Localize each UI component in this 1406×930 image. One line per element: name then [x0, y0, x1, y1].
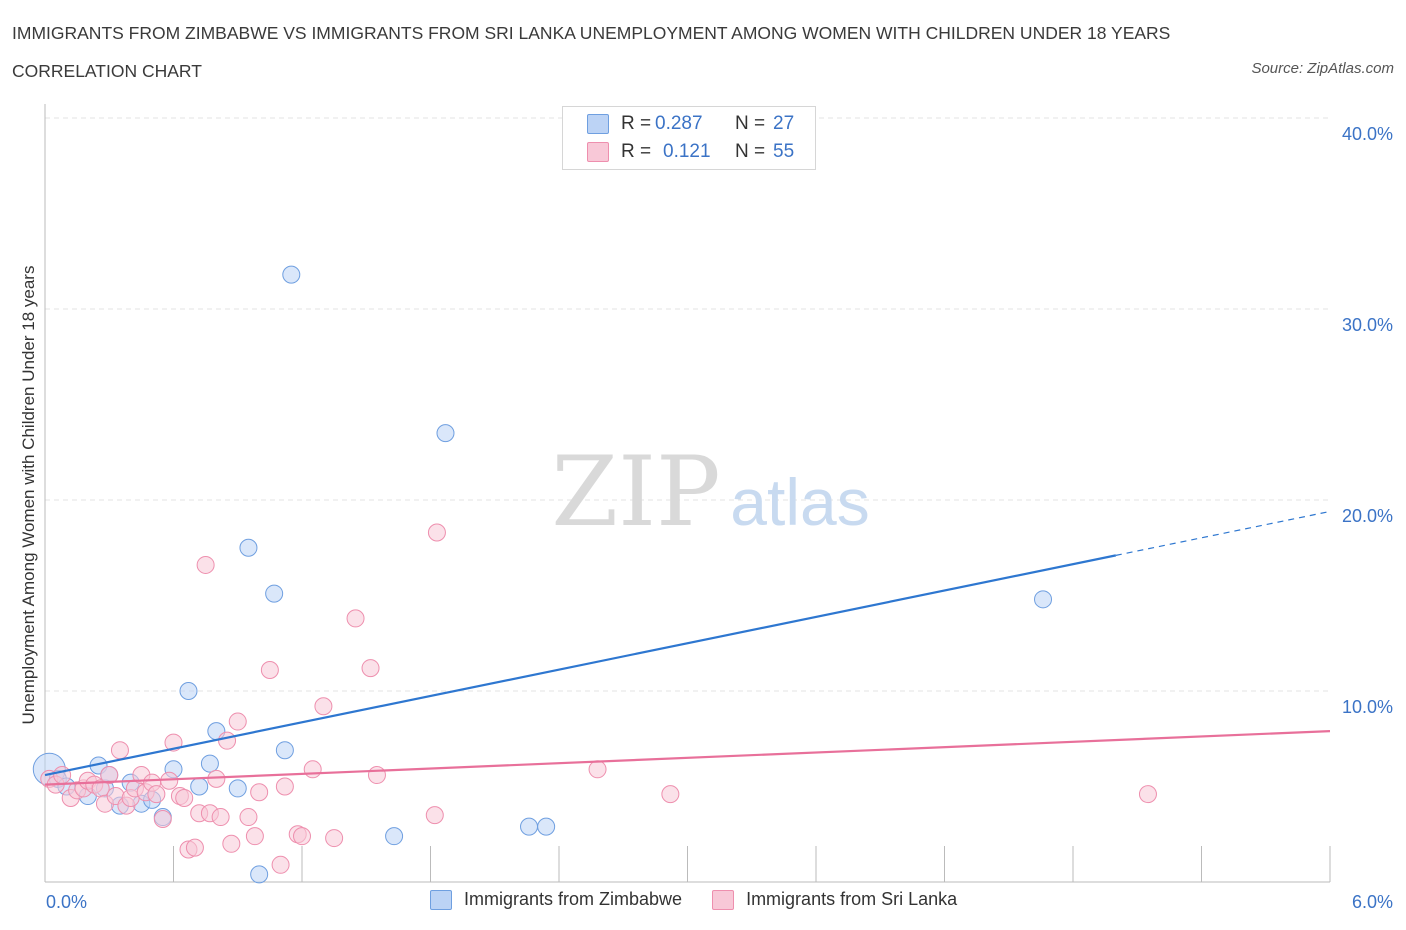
- zimbabwe-point: [282, 265, 301, 284]
- sri-lanka-point: [100, 766, 119, 785]
- zimbabwe-trend-extension: [1115, 510, 1331, 556]
- n-label: N =: [735, 141, 766, 162]
- sri-lanka-point: [293, 827, 311, 846]
- y-tick-label: 10.0%: [1342, 697, 1393, 717]
- zimbabwe-point: [385, 827, 404, 846]
- chart-title: IMMIGRANTS FROM ZIMBABWE VS IMMIGRANTS F…: [12, 23, 1171, 81]
- zimbabwe-point: [537, 817, 556, 836]
- zimbabwe-point: [179, 682, 198, 700]
- sri-lanka-point: [218, 731, 237, 750]
- zimbabwe-swatch: [430, 889, 452, 910]
- sri-lanka-point: [427, 523, 446, 542]
- legend-row-zimbabwe: R = 0.287 N = 27: [587, 111, 794, 137]
- r-value-zimbabwe: 0.287: [655, 113, 703, 134]
- sri-lanka-trend-line: [44, 730, 1331, 786]
- sri-lanka-point: [160, 771, 179, 790]
- zimbabwe-point: [1034, 590, 1053, 609]
- grid-lines: [45, 117, 1330, 692]
- sri-lanka-point: [207, 769, 226, 788]
- axis-labels: 10.0% 20.0% 30.0% 40.0% 0.0% 6.0% Unemployment…: [19, 124, 1393, 912]
- sri-lanka-point: [110, 741, 129, 760]
- sri-lanka-point: [175, 788, 194, 807]
- sri-lanka-point: [185, 838, 204, 857]
- sri-lanka-point: [245, 827, 264, 846]
- sri-lanka-point: [250, 783, 269, 802]
- zimbabwe-point: [436, 424, 455, 443]
- sri-lanka-point: [211, 808, 230, 827]
- trend-lines: [44, 510, 1331, 786]
- r-value-sri-lanka: 0.121: [663, 141, 711, 162]
- zimbabwe-point: [239, 538, 258, 557]
- n-label: N =: [735, 113, 766, 134]
- sri-lanka-point: [367, 766, 386, 785]
- watermark-atlas: atlas: [730, 465, 869, 539]
- zimbabwe-point: [275, 741, 294, 760]
- sri-lanka-point: [196, 555, 215, 574]
- sri-lanka-point: [1138, 785, 1157, 804]
- sri-lanka-point: [325, 829, 344, 848]
- legend-item-sri-lanka: Immigrants from Sri Lanka: [712, 889, 957, 910]
- x-tick-label-end: 6.0%: [1352, 892, 1393, 912]
- n-value-sri-lanka: 55: [773, 141, 795, 162]
- sri-lanka-point: [303, 760, 322, 779]
- sri-lanka-point: [314, 697, 333, 716]
- sri-lanka-point: [222, 834, 241, 853]
- series-legend: Immigrants from Zimbabwe Immigrants from…: [430, 889, 987, 910]
- zimbabwe-point: [190, 777, 209, 796]
- zimbabwe-point: [265, 584, 284, 603]
- sri-lanka-point: [661, 785, 680, 804]
- watermark: ZIP atlas: [551, 436, 869, 548]
- sri-lanka-point: [239, 808, 258, 827]
- sri-lanka-point: [588, 760, 607, 779]
- x-tick-label-start: 0.0%: [46, 892, 87, 912]
- sri-lanka-swatch: [587, 142, 609, 162]
- y-tick-label: 40.0%: [1342, 124, 1393, 144]
- r-label: R =: [621, 141, 652, 162]
- series-sri-lanka-points: [40, 523, 1157, 874]
- watermark-zip: ZIP: [551, 436, 720, 548]
- sri-lanka-point: [228, 712, 247, 731]
- sri-lanka-point: [275, 777, 294, 796]
- sri-lanka-point: [147, 785, 166, 804]
- source-label: Source: ZipAtlas.com: [1251, 60, 1394, 77]
- sri-lanka-swatch: [712, 889, 735, 910]
- n-value-zimbabwe: 27: [773, 113, 795, 134]
- y-tick-label: 20.0%: [1342, 506, 1393, 526]
- zimbabwe-point: [520, 817, 539, 836]
- sri-lanka-point: [346, 609, 365, 628]
- sri-lanka-point: [260, 660, 279, 679]
- legend-label-zimbabwe: Immigrants from Zimbabwe: [464, 889, 683, 909]
- zimbabwe-point: [250, 865, 269, 884]
- zimbabwe-point: [228, 779, 247, 798]
- legend-row-sri-lanka: R = 0.121 N = 55: [587, 139, 794, 165]
- sri-lanka-point: [271, 855, 290, 874]
- zimbabwe-trend-line: [44, 554, 1117, 777]
- legend-item-zimbabwe: Immigrants from Zimbabwe: [430, 889, 682, 910]
- zimbabwe-swatch: [587, 114, 609, 134]
- sri-lanka-point: [361, 659, 380, 678]
- r-label: R =: [621, 113, 652, 134]
- sri-lanka-point: [425, 806, 444, 825]
- sri-lanka-point: [53, 766, 72, 785]
- sri-lanka-point: [153, 809, 172, 828]
- y-tick-label: 30.0%: [1342, 315, 1393, 335]
- legend-label-sri-lanka: Immigrants from Sri Lanka: [746, 889, 958, 909]
- correlation-legend: R = 0.287 N = 27 R = 0.121 N = 55: [562, 106, 816, 170]
- zimbabwe-point: [200, 754, 219, 773]
- y-axis-label: Unemployment Among Women with Children U…: [19, 266, 38, 725]
